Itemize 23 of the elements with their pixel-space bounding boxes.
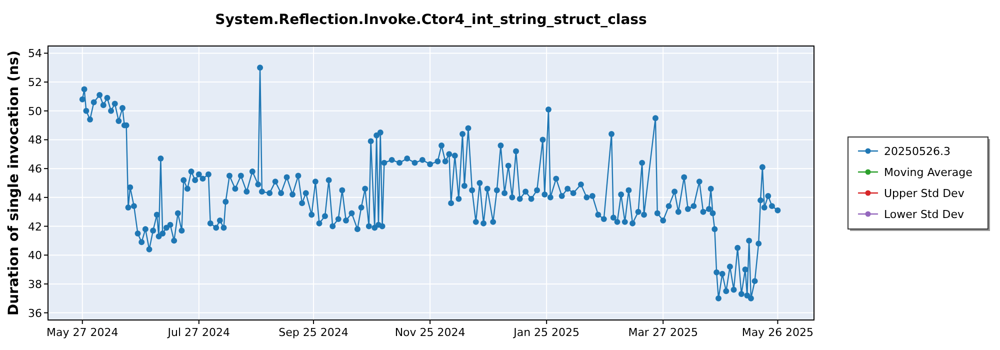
x-tick-label: Mar 27 2025 [628,326,698,339]
y-tick-label: 52 [28,76,42,90]
legend-label: Upper Std Dev [884,187,965,200]
x-tick-label: Jan 25 2025 [512,326,580,339]
y-tick-label: 44 [28,191,42,204]
legend-label: 20250526.3 [884,145,950,158]
y-tick-label: 42 [28,220,42,234]
y-tick-label: 40 [28,249,42,262]
y-tick-label: 46 [28,162,42,176]
x-tick-label: May 27 2024 [46,326,118,339]
y-tick-label: 54 [28,47,42,60]
x-tick-label: May 26 2025 [742,326,814,339]
y-tick-label: 48 [28,134,42,147]
x-tick-label: Jul 27 2024 [166,326,230,339]
chart-title: System.Reflection.Invoke.Ctor4_int_string_struct_class [215,12,647,28]
y-tick-label: 38 [28,278,42,291]
x-tick-label: Nov 25 2024 [394,326,466,339]
legend-label: Lower Std Dev [884,208,964,221]
y-tick-label: 36 [28,306,42,320]
x-tick-label: Sep 25 2024 [278,326,348,339]
legend-label: Moving Average [884,166,973,179]
y-axis-title: Duration of single invocation (ns) [6,50,22,316]
y-tick-label: 50 [28,104,42,118]
